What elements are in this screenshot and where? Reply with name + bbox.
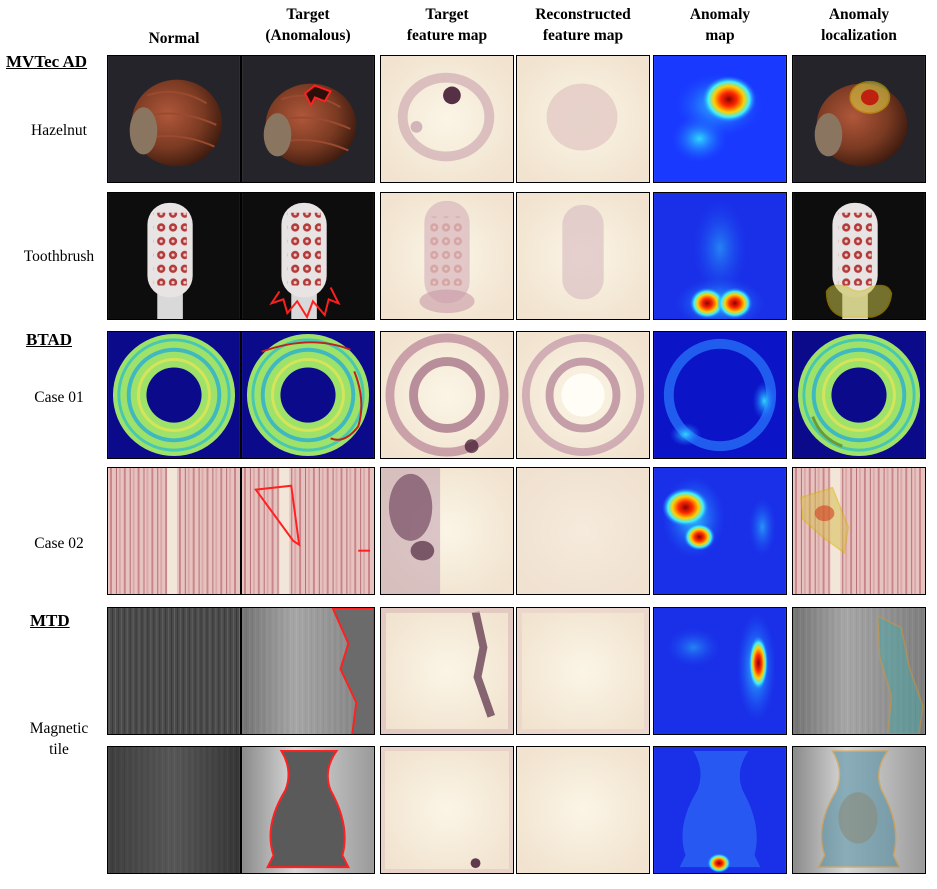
image-case02-anomaly-localization	[792, 467, 926, 595]
category-line: tile	[49, 741, 69, 758]
image-case02-normal	[107, 467, 241, 595]
header-line: Reconstructed	[535, 6, 631, 23]
column-header-normal: Normal	[107, 28, 241, 49]
header-line: Target	[425, 6, 469, 23]
image-mtd-1-target	[241, 607, 375, 735]
image-case01-target-feature-map	[380, 331, 514, 459]
image-case01-anomaly-localization	[792, 331, 926, 459]
image-case01-anomaly-map	[653, 331, 787, 459]
image-toothbrush-anomaly-map	[653, 192, 787, 320]
dataset-label-mvtec: MVTec AD	[6, 52, 88, 71]
image-case01-normal	[107, 331, 241, 459]
image-hazelnut-reconstructed-feature-map	[516, 55, 650, 183]
category-label-magnetic-tile: Magnetic tile	[0, 718, 118, 760]
column-header-target-feature-map: Target feature map	[380, 4, 514, 46]
image-toothbrush-anomaly-localization	[792, 192, 926, 320]
category-label-toothbrush: Toothbrush	[23, 248, 95, 265]
image-hazelnut-normal	[107, 55, 241, 183]
image-case01-reconstructed-feature-map	[516, 331, 650, 459]
image-hazelnut-anomaly-map	[653, 55, 787, 183]
header-line: Normal	[148, 30, 200, 47]
image-mtd-1-reconstructed-feature-map	[516, 607, 650, 735]
image-hazelnut-target-feature-map	[380, 55, 514, 183]
image-mtd-1-target-feature-map	[380, 607, 514, 735]
image-hazelnut-target	[241, 55, 375, 183]
image-mtd-1-anomaly-map	[653, 607, 787, 735]
dataset-label-btad: BTAD	[26, 330, 72, 349]
image-mtd-1-normal	[107, 607, 241, 735]
image-toothbrush-target-feature-map	[380, 192, 514, 320]
image-toothbrush-normal	[107, 192, 241, 320]
category-line: Magnetic	[29, 720, 89, 737]
header-line: localization	[821, 27, 897, 44]
category-label-case-01: Case 01	[34, 389, 84, 406]
image-case02-target-feature-map	[380, 467, 514, 595]
image-case02-target	[241, 467, 375, 595]
image-hazelnut-anomaly-localization	[792, 55, 926, 183]
image-case02-anomaly-map	[653, 467, 787, 595]
image-case02-reconstructed-feature-map	[516, 467, 650, 595]
header-line: Anomaly	[689, 6, 751, 23]
image-toothbrush-reconstructed-feature-map	[516, 192, 650, 320]
image-mtd-2-reconstructed-feature-map	[516, 746, 650, 874]
column-header-anomaly-localization: Anomaly localization	[792, 4, 926, 46]
header-line: feature map	[406, 27, 488, 44]
image-mtd-1-anomaly-localization	[792, 607, 926, 735]
image-mtd-2-target-feature-map	[380, 746, 514, 874]
column-header-target: Target (Anomalous)	[241, 4, 375, 46]
category-label-hazelnut: Hazelnut	[31, 122, 87, 139]
header-line: (Anomalous)	[265, 27, 351, 44]
header-line: Target	[286, 6, 330, 23]
column-header-anomaly-map: Anomaly map	[653, 4, 787, 46]
column-header-reconstructed-feature-map: Reconstructed feature map	[516, 4, 650, 46]
image-mtd-2-target	[241, 746, 375, 874]
image-mtd-2-normal	[107, 746, 241, 874]
image-case01-target	[241, 331, 375, 459]
image-toothbrush-target	[241, 192, 375, 320]
dataset-label-mtd: MTD	[30, 611, 70, 630]
header-line: Anomaly	[828, 6, 890, 23]
header-line: map	[705, 27, 735, 44]
header-line: feature map	[542, 27, 624, 44]
image-mtd-2-anomaly-map	[653, 746, 787, 874]
image-mtd-2-anomaly-localization	[792, 746, 926, 874]
category-label-case-02: Case 02	[34, 535, 84, 552]
